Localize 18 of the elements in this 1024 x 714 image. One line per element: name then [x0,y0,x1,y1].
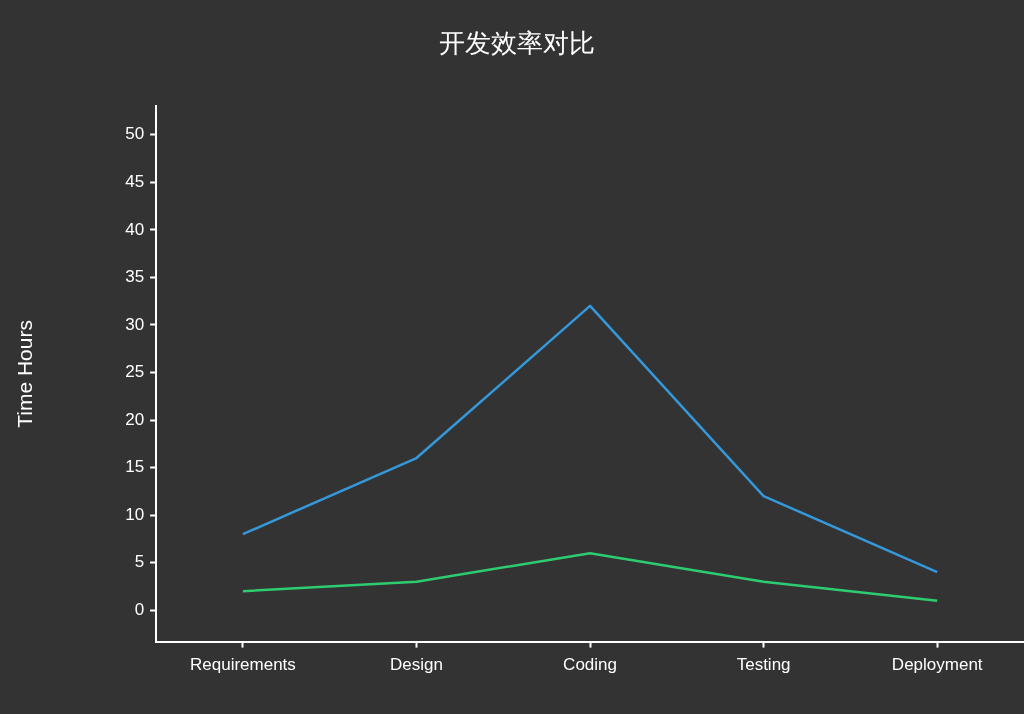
x-tick-label: Design [390,655,443,675]
y-tick-label: 25 [125,362,145,382]
x-tick-label: Coding [563,655,617,675]
x-tick-label: Testing [736,655,791,675]
x-tick-label: Requirements [189,655,296,675]
y-tick-label: 45 [125,171,145,191]
y-axis-title: Time Hours [13,320,37,428]
x-tick-label: Deployment [891,655,983,675]
y-tick-label: 35 [125,267,145,287]
y-tick-label: 5 [134,552,145,572]
y-tick-label: 15 [125,457,145,477]
y-tick-label: 0 [134,599,145,619]
y-tick-label: 40 [125,219,145,239]
y-tick-label: 30 [125,314,145,334]
y-tick-label: 20 [125,409,145,429]
chart-title: 开发效率对比 [439,28,595,59]
y-tick-label: 50 [125,124,145,144]
y-tick-label: 10 [125,504,145,524]
